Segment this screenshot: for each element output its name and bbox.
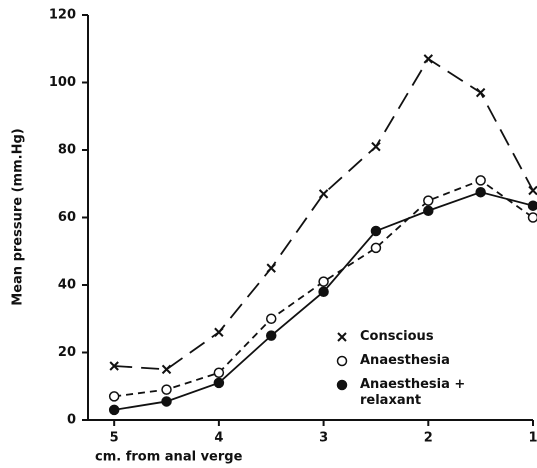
marker-open: [370, 242, 382, 254]
marker-x: [528, 185, 537, 196]
marker-open: [423, 195, 434, 206]
marker-open: [336, 355, 348, 367]
x-tick-label: 2: [424, 431, 433, 446]
marker-x: [337, 332, 347, 342]
marker-x: [161, 364, 172, 375]
marker-open: [318, 276, 329, 287]
x-tick-label: 3: [319, 431, 328, 446]
marker-x: [423, 54, 434, 64]
marker-filled: [161, 396, 172, 407]
marker-filled: [265, 330, 277, 341]
marker-x: [475, 87, 486, 98]
legend-label: Anaesthesia + relaxant: [360, 377, 466, 408]
y-axis-label: Mean pressure (mm.Hg): [11, 128, 26, 305]
marker-filled: [370, 225, 382, 237]
marker-open: [527, 212, 537, 223]
series-line: [114, 57, 534, 371]
y-tick-label: 0: [67, 413, 76, 428]
marker-x: [266, 263, 276, 273]
legend-label: Anaesthesia: [360, 353, 450, 368]
x-axis-label: cm. from anal verge: [95, 450, 243, 465]
marker-open: [108, 391, 120, 402]
marker-filled: [318, 286, 329, 297]
marker-filled: [108, 404, 120, 416]
marker-filled: [336, 379, 348, 391]
y-tick-label: 120: [49, 8, 76, 23]
y-tick-label: 100: [49, 75, 76, 90]
marker-open: [265, 313, 277, 324]
marker-open: [213, 367, 225, 378]
y-tick-label: 80: [58, 143, 76, 158]
marker-open: [475, 175, 486, 186]
marker-x: [109, 361, 119, 371]
x-tick-label: 4: [214, 431, 223, 446]
marker-x: [214, 327, 224, 337]
y-tick-label: 40: [58, 278, 76, 293]
marker-filled: [527, 200, 537, 211]
marker-filled: [423, 205, 434, 216]
marker-filled: [475, 186, 486, 198]
y-tick-label: 20: [58, 345, 76, 360]
marker-filled: [213, 377, 225, 389]
marker-open: [161, 384, 172, 395]
y-tick-label: 60: [58, 210, 76, 225]
x-tick-label: 1: [528, 431, 537, 446]
marker-x: [371, 141, 381, 152]
x-tick-label: 5: [110, 431, 119, 446]
legend-label: Conscious: [360, 329, 434, 344]
marker-x: [318, 189, 329, 199]
